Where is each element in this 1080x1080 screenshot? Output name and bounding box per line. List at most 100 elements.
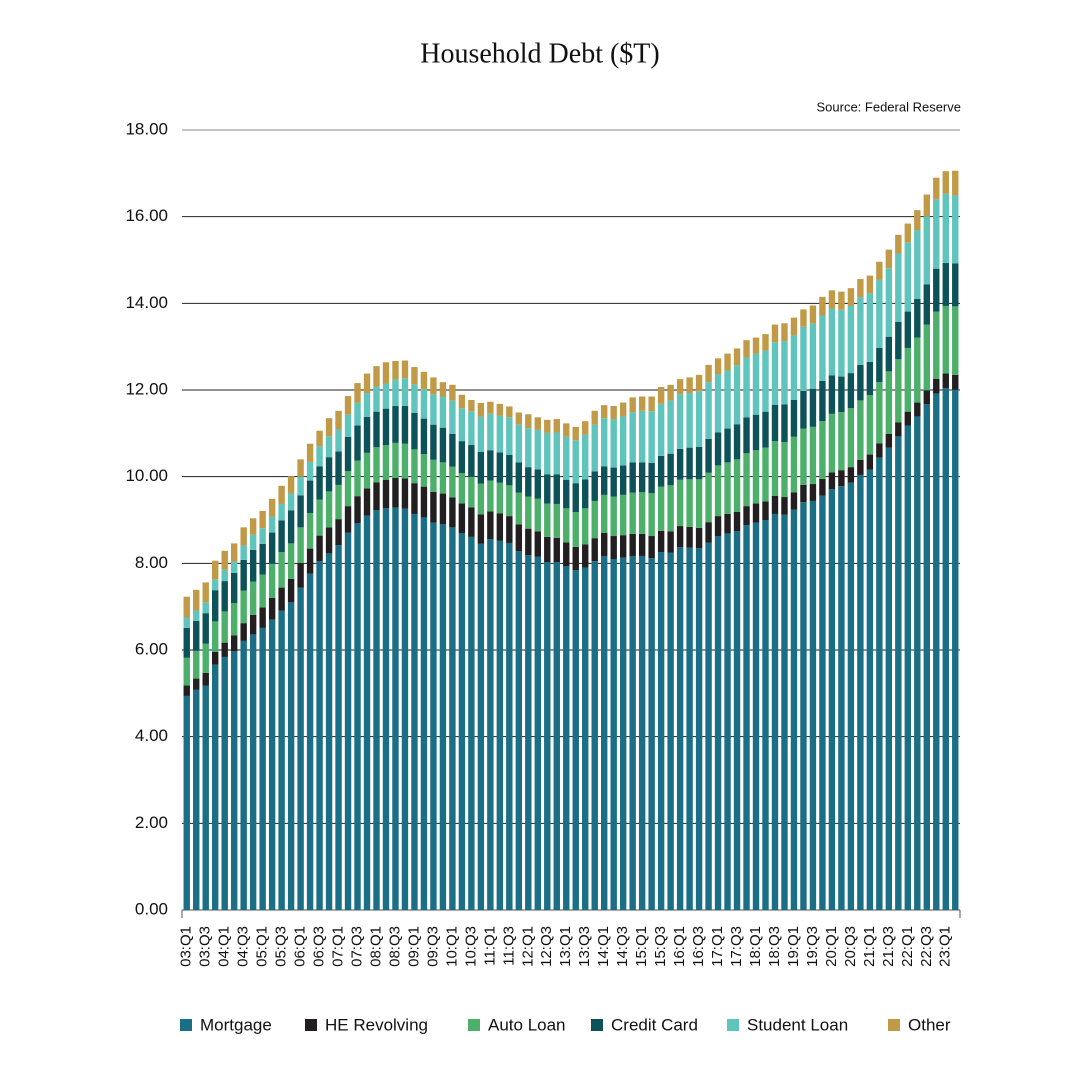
- bar-segment: [268, 532, 276, 564]
- x-tick-label: 14:Q3: [614, 926, 631, 967]
- bar-segment: [638, 462, 646, 493]
- bar-segment: [325, 491, 333, 528]
- bar-segment: [515, 424, 523, 463]
- bar-segment: [363, 373, 371, 394]
- bar-segment: [857, 364, 864, 401]
- bar-segment: [202, 613, 209, 644]
- bar-segment: [230, 651, 238, 910]
- bar-segment: [743, 417, 750, 454]
- y-tick-label: 18.00: [125, 119, 168, 138]
- x-tick-label: 10:Q1: [443, 926, 460, 967]
- bar-segment: [306, 461, 314, 481]
- x-tick-label: 23:Q1: [937, 926, 954, 967]
- bar-segment: [420, 389, 428, 419]
- bar-segment: [525, 528, 532, 556]
- bar-segment: [733, 365, 741, 425]
- bar-segment: [572, 546, 579, 571]
- bar-segment: [676, 394, 684, 449]
- bar-segment: [857, 297, 864, 365]
- bar-segment: [762, 411, 769, 448]
- bar-segment: [449, 384, 456, 401]
- bar-segment: [714, 374, 722, 433]
- bar-segment: [914, 230, 921, 299]
- bar-segment: [506, 485, 513, 517]
- bar-segment: [904, 347, 912, 412]
- bar-segment: [885, 447, 893, 910]
- bar-segment: [363, 393, 371, 417]
- bar-segment: [193, 650, 200, 679]
- bar-segment: [952, 306, 959, 375]
- bar-segment: [249, 581, 257, 615]
- bar-segment: [202, 672, 209, 686]
- bar-segment: [496, 540, 504, 910]
- bar-segment: [183, 657, 190, 686]
- bar-segment: [268, 563, 276, 598]
- bar-segment: [230, 635, 238, 652]
- bar-segment: [553, 419, 560, 433]
- bar-segment: [382, 383, 390, 409]
- bar-segment: [411, 513, 418, 910]
- source-note: Source: Federal Reserve: [816, 99, 961, 114]
- bar-segment: [325, 527, 333, 554]
- bar-segment: [449, 497, 456, 528]
- bar-segment: [439, 493, 447, 525]
- bar-segment: [847, 482, 855, 910]
- bar-segment: [942, 373, 949, 389]
- bar-segment: [430, 377, 437, 395]
- bar-segment: [629, 412, 636, 463]
- bar-segment: [601, 418, 608, 467]
- bar-segment: [392, 360, 399, 380]
- bar-segment: [240, 527, 247, 546]
- bar-segment: [923, 194, 930, 217]
- bar-segment: [287, 476, 295, 494]
- legend-label: HE Revolving: [325, 1015, 428, 1034]
- bar-segment: [183, 596, 190, 618]
- bar-segment: [468, 536, 475, 910]
- bar-segment: [259, 627, 266, 910]
- x-tick-label: 20:Q1: [823, 926, 840, 967]
- bar-segment: [952, 170, 959, 196]
- bar-segment: [287, 543, 295, 579]
- bar-segment: [183, 695, 190, 910]
- bar-segment: [648, 558, 655, 910]
- bar-segment: [278, 485, 285, 504]
- bar-segment: [316, 466, 323, 500]
- bar-segment: [316, 499, 323, 536]
- bar-segment: [430, 394, 437, 425]
- bar-segment: [876, 382, 883, 444]
- bar-segment: [695, 446, 703, 480]
- bar-segment: [335, 484, 342, 520]
- bar-segment: [591, 500, 598, 539]
- bar-segment: [335, 545, 342, 910]
- legend-swatch: [468, 1019, 480, 1031]
- bar-segment: [914, 299, 921, 338]
- bar-segment: [657, 403, 665, 456]
- bar-segment: [287, 578, 295, 603]
- bar-segment: [800, 309, 807, 327]
- bar-segment: [297, 459, 304, 477]
- bar-segment: [401, 360, 409, 379]
- bar-segment: [724, 513, 731, 534]
- bar-segment: [582, 434, 589, 480]
- bar-segment: [790, 335, 798, 400]
- y-tick-label: 6.00: [135, 639, 168, 658]
- bar-segment: [895, 253, 902, 322]
- x-tick-label: 05:Q1: [254, 926, 271, 967]
- bar-segment: [344, 471, 352, 507]
- bar-segment: [809, 323, 817, 389]
- bar-segment: [895, 234, 902, 254]
- bar-segment: [335, 410, 342, 430]
- bar-segment: [344, 396, 352, 415]
- bar-segment: [439, 524, 447, 910]
- bar-segment: [373, 366, 380, 387]
- bar-segment: [316, 535, 323, 562]
- bar-segment: [487, 413, 494, 451]
- x-tick-label: 17:Q3: [728, 926, 745, 967]
- bar-segment: [325, 436, 333, 458]
- bar-segment: [591, 424, 598, 472]
- bar-segment: [477, 543, 485, 910]
- bar-segment: [648, 536, 655, 559]
- bar-segment: [430, 459, 437, 492]
- bar-segment: [676, 479, 684, 527]
- bar-segment: [686, 479, 693, 527]
